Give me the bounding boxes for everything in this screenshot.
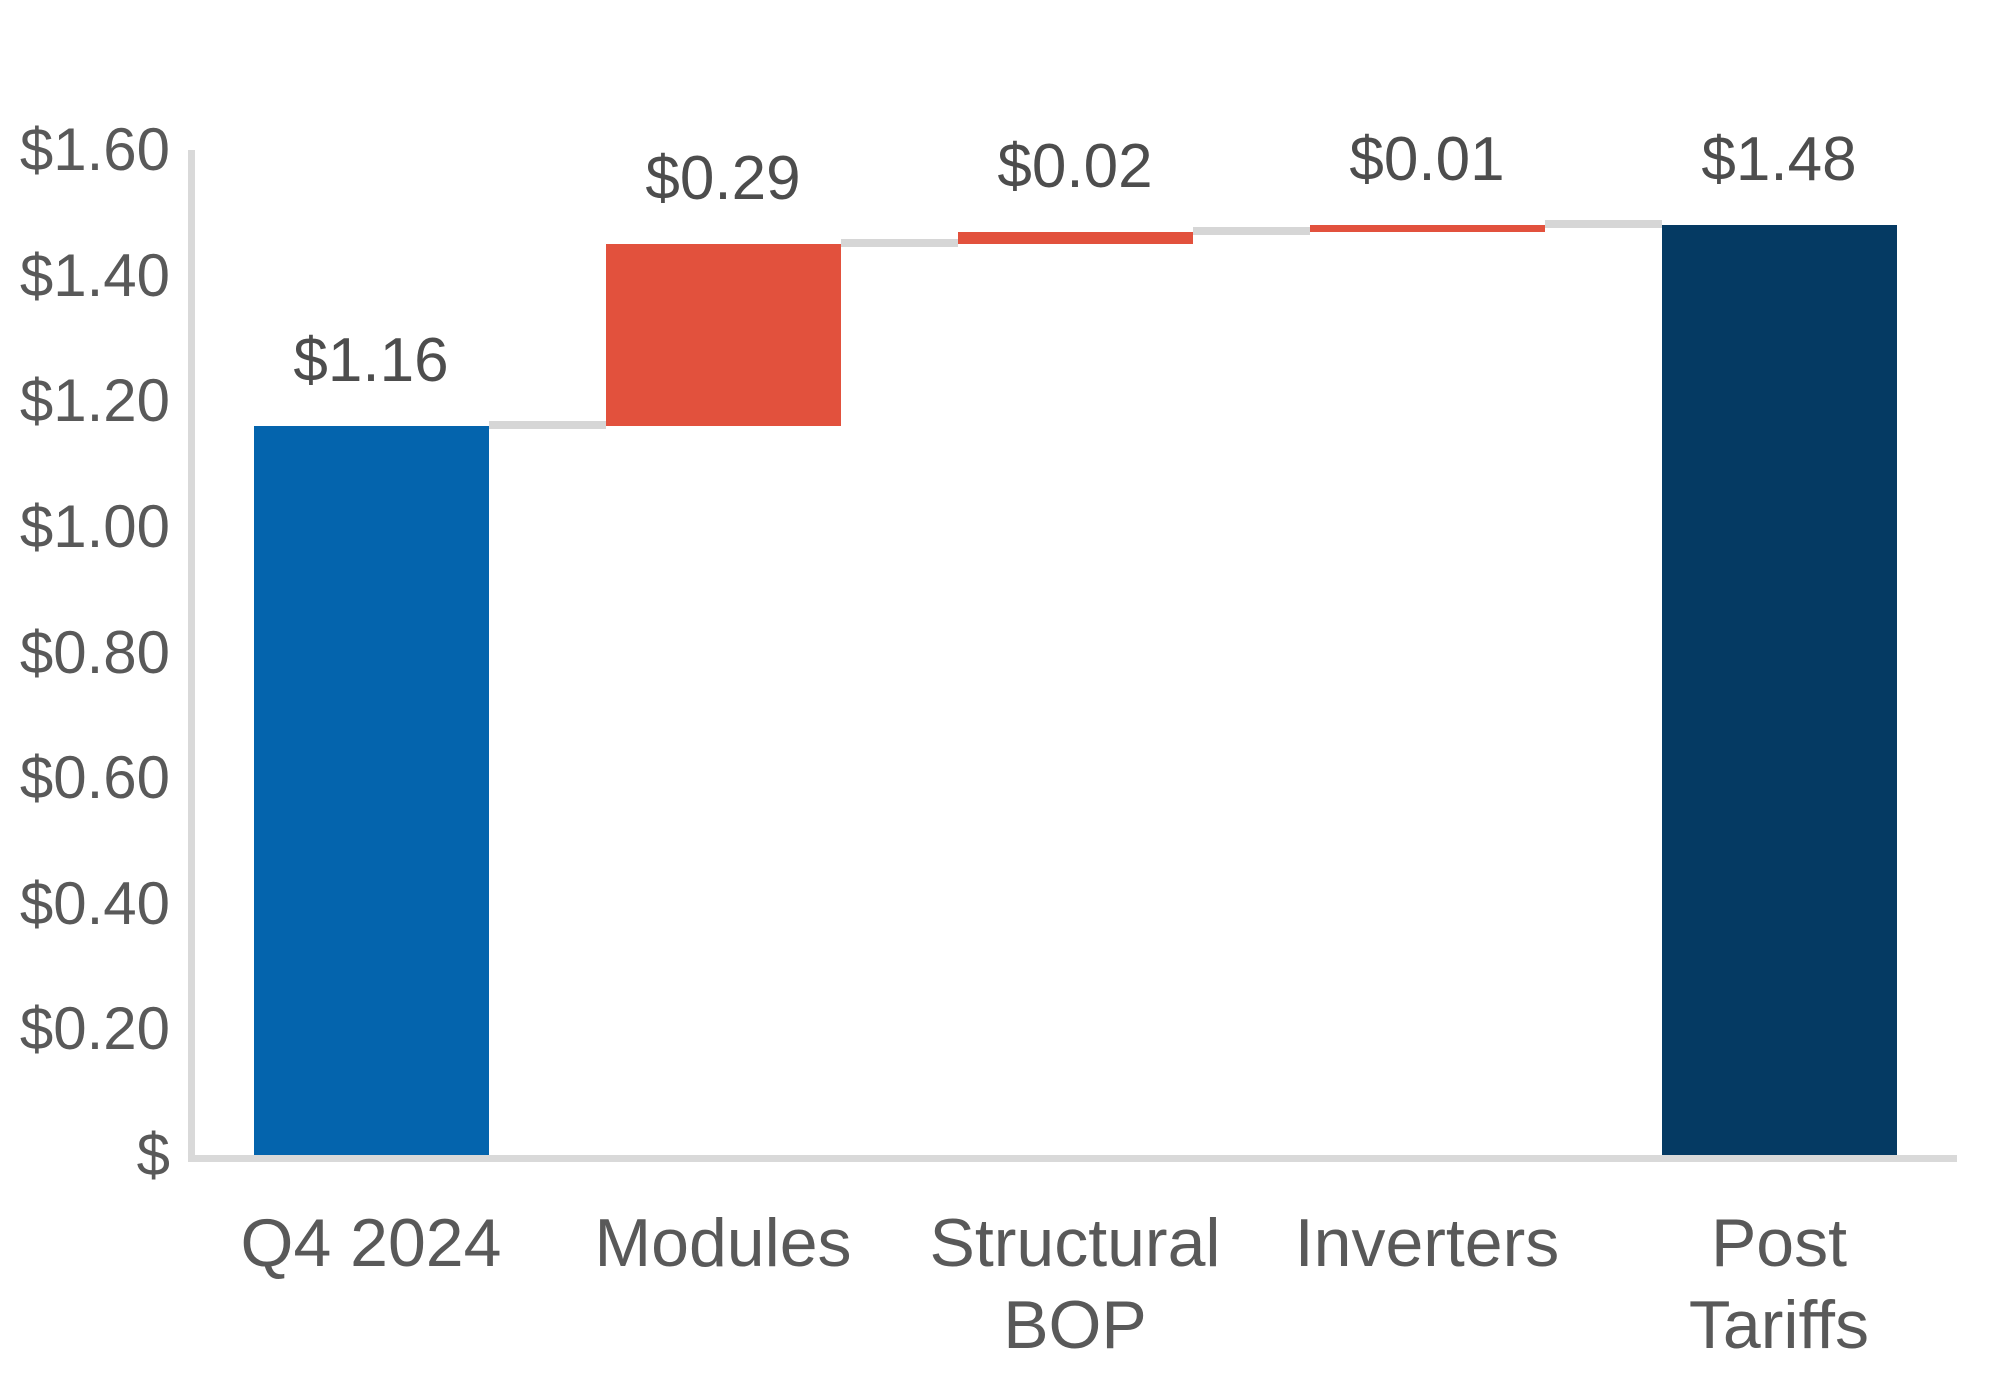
category-label-inverters: Inverters [1294,1205,1560,1281]
bar-structural-bop [957,231,1193,245]
category-label-post-tariffs: Post Tariffs [1688,1205,1870,1363]
y-axis-tick-label: $1.60 [19,116,170,183]
y-axis-tick-label: $1.20 [19,367,170,435]
y-axis-tick-label: $0.20 [19,995,170,1063]
y-axis-tick-label: $0.80 [19,618,170,686]
y-axis-tick-label: $1.00 [19,492,170,560]
y-axis-tick-label: $1.40 [19,241,170,309]
y-axis-tick-label: $ [136,1121,170,1188]
category-label-modules: Modules [594,1205,852,1281]
connector-line [488,421,606,430]
connector-line [1192,226,1310,235]
bar-value-label: $0.02 [997,131,1153,201]
bar-value-label: $1.48 [1701,125,1857,195]
x-axis-line [188,1155,1957,1162]
bar-value-label: $0.29 [645,144,801,214]
bar-value-label: $1.16 [293,326,449,396]
y-axis-tick-label: $0.60 [19,744,170,812]
connector-line [1544,220,1662,229]
bar-value-label: $0.01 [1349,125,1505,195]
bar-q4-2024 [253,426,489,1155]
connector-line [840,239,958,248]
bar-inverters [1309,225,1545,232]
bar-modules [605,244,841,427]
bar-post-tariffs [1661,225,1897,1155]
category-label-structural-bop: Structural BOP [929,1205,1221,1363]
category-label-q4-2024: Q4 2024 [240,1205,502,1281]
y-axis-line [188,150,195,1162]
y-axis-tick-label: $0.40 [19,869,170,937]
